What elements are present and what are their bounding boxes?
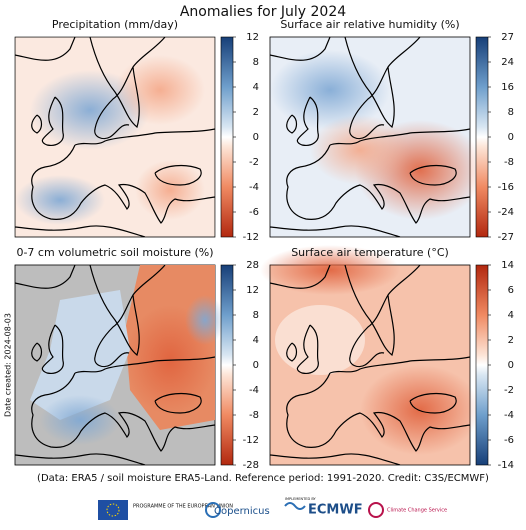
colorbar-tick-label: -16: [498, 182, 514, 193]
colorbar-tick-label: 4: [253, 335, 259, 346]
colorbar-tick-label: -8: [249, 410, 259, 421]
logo-bar: PROGRAMME OF THE EUROPEAN UNION Copernic…: [98, 497, 447, 520]
colorbar-tick-label: -24: [498, 207, 514, 218]
colorbar-tick-label: 0: [508, 132, 514, 143]
colorbar-tick-label: -6: [504, 435, 514, 446]
colorbar-tick-label: -12: [243, 435, 259, 446]
colorbar-tick-label: 4: [253, 82, 259, 93]
colorbar-tick-label: 8: [253, 310, 259, 321]
colorbar-tick-label: -4: [249, 385, 259, 396]
colorbar-tick-label: 2: [508, 335, 514, 346]
colorbar-tick-label: 24: [501, 57, 514, 68]
panel-title: Surface air temperature (°C): [291, 246, 449, 259]
colorbar-tick-label: 0: [508, 360, 514, 371]
c3s-label: Climate Change Service: [387, 508, 447, 514]
c3s-mark: [368, 502, 384, 518]
colorbar-tick-label: 12: [246, 285, 259, 296]
map-soil-moisture: [14, 264, 225, 466]
colorbar-tick-label: 2: [253, 107, 259, 118]
map-humidity: [269, 36, 485, 238]
colorbar: [475, 264, 489, 466]
colorbar-tick-label: 0: [253, 360, 259, 371]
colorbar-tick-label: -8: [504, 157, 514, 168]
colorbar: [220, 264, 234, 466]
eu-label: PROGRAMME OF THE EUROPEAN UNION: [133, 504, 233, 510]
ecmwf-label: ECMWF: [308, 503, 363, 518]
colorbar-tick-label: -2: [504, 385, 514, 396]
copernicus-mark: [205, 502, 221, 518]
panel-title: 0-7 cm volumetric soil moisture (%): [16, 246, 213, 259]
colorbar-tick-label: 28: [246, 260, 259, 271]
colorbar-tick-label: 6: [508, 285, 514, 296]
map-precipitation: [15, 37, 215, 237]
date-created: Date created: 2024-08-03: [4, 313, 13, 417]
colorbar-tick-label: -28: [243, 460, 259, 471]
colorbar-tick-label: -27: [498, 232, 514, 243]
eu-flag: [98, 500, 128, 520]
map-temperature: [260, 245, 480, 466]
footnote: (Data: ERA5 / soil moisture ERA5-Land. R…: [37, 473, 489, 484]
colorbar-tick-label: 0: [253, 132, 259, 143]
colorbar-tick-label: -4: [504, 410, 514, 421]
colorbar-tick-label: 12: [246, 32, 259, 43]
panel-title: Surface air relative humidity (%): [280, 18, 459, 31]
colorbar-tick-label: -4: [249, 182, 259, 193]
colorbar-tick-label: -14: [498, 460, 514, 471]
colorbar: [220, 36, 234, 238]
colorbar-tick-label: 16: [501, 82, 514, 93]
colorbar-tick-label: -12: [243, 232, 259, 243]
copernicus-label: Copernicus: [214, 506, 270, 517]
colorbar-tick-label: 8: [508, 107, 514, 118]
colorbar-tick-label: 14: [501, 260, 514, 271]
colorbar-tick-label: 27: [501, 32, 514, 43]
eu-stars: [106, 503, 120, 517]
colorbar: [475, 36, 489, 238]
colorbar-tick-label: 4: [508, 310, 514, 321]
colorbar-tick-label: -2: [249, 157, 259, 168]
panel-title: Precipitation (mm/day): [52, 18, 178, 31]
figure-title: Anomalies for July 2024: [180, 4, 346, 20]
implemented-by: IMPLEMENTED BY: [285, 497, 317, 501]
colorbar-tick-label: -6: [249, 207, 259, 218]
colorbar-tick-label: 8: [253, 57, 259, 68]
ecmwf-mark: [284, 502, 306, 510]
